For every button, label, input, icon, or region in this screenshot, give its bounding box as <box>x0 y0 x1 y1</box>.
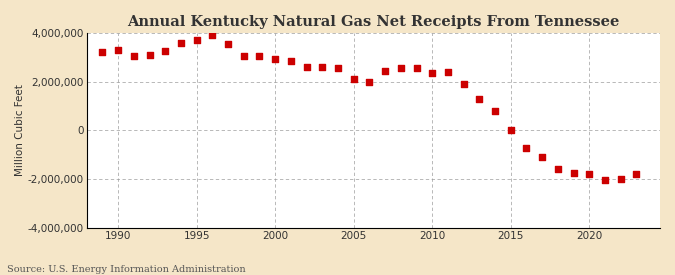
Y-axis label: Million Cubic Feet: Million Cubic Feet <box>15 84 25 176</box>
Point <box>537 155 547 160</box>
Point <box>474 97 485 101</box>
Point <box>317 65 327 69</box>
Point <box>364 79 375 84</box>
Point <box>97 50 108 55</box>
Point <box>489 109 500 113</box>
Text: Source: U.S. Energy Information Administration: Source: U.S. Energy Information Administ… <box>7 265 246 274</box>
Point <box>584 172 595 177</box>
Point <box>631 172 642 177</box>
Point <box>223 42 234 46</box>
Point <box>238 54 249 58</box>
Point <box>443 70 454 74</box>
Point <box>270 56 281 61</box>
Point <box>191 38 202 42</box>
Point <box>427 71 437 75</box>
Point <box>333 66 344 70</box>
Title: Annual Kentucky Natural Gas Net Receipts From Tennessee: Annual Kentucky Natural Gas Net Receipts… <box>127 15 620 29</box>
Point <box>599 178 610 183</box>
Point <box>458 82 469 86</box>
Point <box>144 53 155 57</box>
Point <box>348 77 359 81</box>
Point <box>286 59 296 63</box>
Point <box>521 145 532 150</box>
Point <box>396 66 406 70</box>
Point <box>568 171 579 175</box>
Point <box>176 40 186 45</box>
Point <box>128 54 139 58</box>
Point <box>160 49 171 53</box>
Point <box>207 33 218 38</box>
Point <box>506 128 516 132</box>
Point <box>113 48 124 53</box>
Point <box>411 66 422 70</box>
Point <box>254 54 265 58</box>
Point <box>616 177 626 182</box>
Point <box>301 65 312 69</box>
Point <box>380 68 391 73</box>
Point <box>553 167 564 172</box>
